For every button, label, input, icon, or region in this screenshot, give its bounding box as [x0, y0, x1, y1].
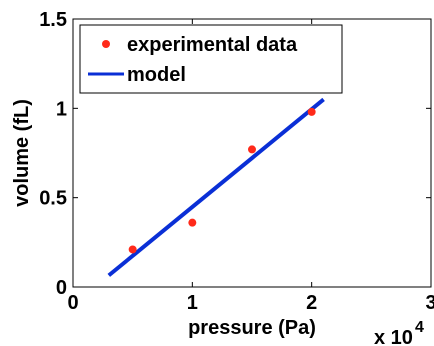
x-tick-label: 1	[187, 292, 198, 314]
y-tick-label: 0	[56, 277, 67, 299]
data-point	[248, 145, 256, 154]
y-tick-label: 1	[56, 98, 67, 120]
plot-frame	[72, 18, 432, 288]
x-axis-label: pressure (Pa)	[188, 317, 316, 339]
y-tick-label: 0.5	[39, 188, 67, 210]
legend: experimental data model	[79, 24, 343, 94]
data-point	[128, 245, 137, 254]
legend-box	[79, 24, 343, 94]
marks-layer	[107, 97, 325, 277]
legend-label-experimental-data: experimental data	[127, 34, 298, 56]
data-point	[188, 218, 197, 227]
ticks-layer: 0 1 2 3 0 0.5 1 1.5	[39, 9, 434, 314]
y-axis-label: volume (fL)	[11, 99, 33, 207]
data-point	[307, 107, 316, 116]
legend-label-model: model	[127, 64, 186, 86]
y-tick-label: 1.5	[39, 9, 67, 31]
x-axis-exponent: x 10	[374, 327, 413, 346]
x-tick-label: 2	[306, 292, 317, 314]
x-axis-exponent-power: 4	[415, 319, 424, 336]
x-tick-label: 0	[67, 292, 78, 314]
x-tick-label: 3	[425, 292, 434, 314]
legend-marker-experimental-data	[102, 40, 110, 48]
model-line	[107, 97, 325, 277]
